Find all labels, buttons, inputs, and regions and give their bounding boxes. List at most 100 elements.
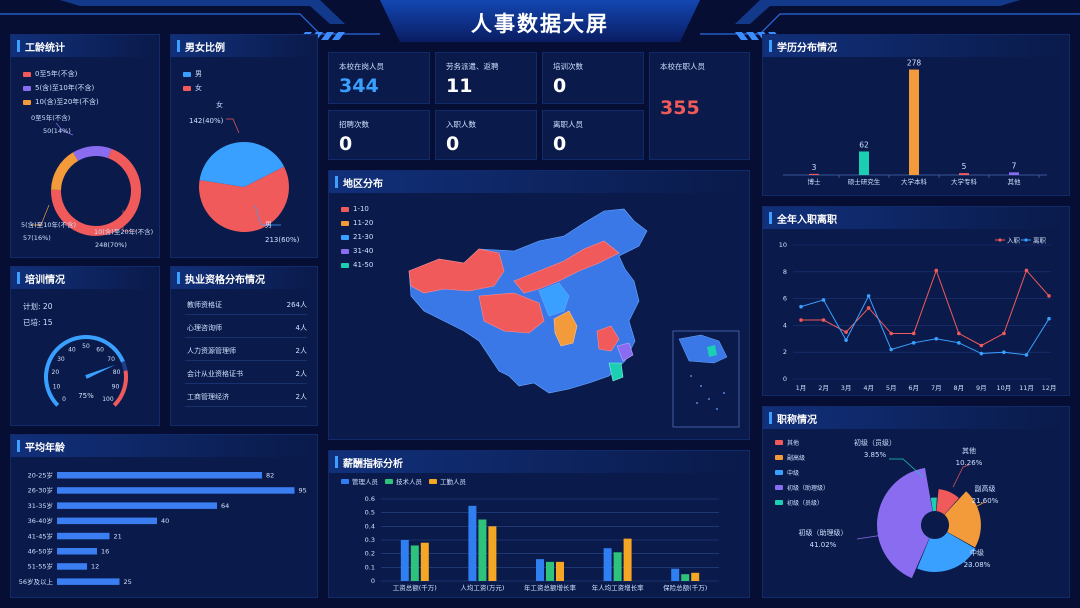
edu-value: 3 bbox=[812, 163, 817, 172]
legend-label[interactable]: 管理人员 bbox=[352, 477, 379, 486]
series-point[interactable] bbox=[799, 318, 803, 322]
series-point[interactable] bbox=[1047, 316, 1051, 321]
pie-slice-male[interactable] bbox=[199, 142, 285, 187]
series-point[interactable] bbox=[866, 306, 871, 310]
age-bar[interactable] bbox=[57, 472, 262, 479]
legend-item[interactable]: 5(含)至10年(不含) bbox=[23, 83, 94, 93]
edu-bar[interactable] bbox=[809, 173, 819, 175]
series-point[interactable] bbox=[889, 347, 893, 352]
series-point[interactable] bbox=[844, 338, 848, 342]
legend-item[interactable]: 10(含)至20年(不含) bbox=[23, 97, 99, 107]
gauge-tick: 0 bbox=[62, 396, 66, 403]
edu-bar[interactable] bbox=[909, 69, 919, 175]
map-region-teal[interactable] bbox=[608, 362, 624, 382]
salary-bar[interactable] bbox=[488, 526, 497, 581]
age-bar[interactable] bbox=[57, 502, 217, 509]
legend-item[interactable]: 1-10 bbox=[341, 205, 369, 213]
series-point[interactable] bbox=[1024, 353, 1029, 357]
pie-slice-female[interactable] bbox=[199, 166, 289, 233]
series-point[interactable] bbox=[1047, 294, 1051, 298]
series-point[interactable] bbox=[934, 337, 939, 341]
legend-item[interactable]: 31-40 bbox=[341, 247, 373, 255]
series-point[interactable] bbox=[934, 268, 939, 273]
map-region-purple[interactable] bbox=[616, 342, 634, 362]
age-bar[interactable] bbox=[57, 563, 87, 570]
salary-bar[interactable] bbox=[468, 505, 477, 581]
rose-slice[interactable] bbox=[944, 491, 981, 548]
map-region-east-red[interactable] bbox=[596, 325, 620, 352]
legend-label[interactable]: 工勤人员 bbox=[440, 477, 467, 486]
rose-slice[interactable] bbox=[936, 489, 959, 515]
salary-bar[interactable] bbox=[691, 572, 700, 581]
map-region-center[interactable] bbox=[538, 282, 570, 317]
series-point[interactable] bbox=[799, 304, 803, 309]
series-point[interactable] bbox=[844, 330, 848, 334]
age-bar[interactable] bbox=[57, 532, 110, 540]
map-region-orange[interactable] bbox=[553, 310, 578, 347]
legend-label[interactable]: 其他 bbox=[787, 439, 799, 447]
edu-bar[interactable] bbox=[959, 173, 969, 175]
rose-slice[interactable] bbox=[917, 532, 976, 573]
legend-item[interactable]: 男 bbox=[183, 69, 202, 79]
series-point[interactable] bbox=[1002, 350, 1006, 354]
salary-bar[interactable] bbox=[400, 540, 409, 581]
china-map[interactable] bbox=[329, 171, 751, 441]
salary-bar[interactable] bbox=[536, 559, 544, 581]
salary-bar[interactable] bbox=[613, 552, 622, 581]
series-point[interactable] bbox=[866, 294, 871, 298]
series-point[interactable] bbox=[957, 341, 961, 345]
legend-item[interactable]: 0至5年(不含) bbox=[23, 69, 77, 79]
rose-slice[interactable] bbox=[877, 467, 933, 579]
rose-slice[interactable] bbox=[930, 497, 937, 512]
series-point[interactable] bbox=[821, 298, 826, 302]
series-point[interactable] bbox=[911, 341, 916, 345]
legend-label[interactable]: 技术人员 bbox=[396, 477, 423, 486]
age-bar[interactable] bbox=[57, 548, 97, 555]
series-point[interactable] bbox=[979, 343, 984, 348]
legend-label[interactable]: 中级 bbox=[787, 469, 799, 477]
salary-bar[interactable] bbox=[671, 568, 680, 581]
legend-label[interactable]: 初级（助理级） bbox=[787, 484, 829, 492]
donut-slice[interactable] bbox=[73, 146, 112, 161]
salary-bar[interactable] bbox=[603, 548, 612, 581]
salary-bar[interactable] bbox=[623, 538, 632, 581]
legend-item[interactable]: 女 bbox=[183, 83, 202, 93]
x-tick: 12月 bbox=[1042, 384, 1057, 392]
edu-bar[interactable] bbox=[859, 151, 869, 175]
map-region-inner-mongolia[interactable] bbox=[513, 240, 620, 294]
cert-row: 工商管理经济 2人 bbox=[185, 385, 307, 407]
legend-item[interactable]: 41-50 bbox=[341, 261, 373, 269]
salary-bar[interactable] bbox=[681, 574, 690, 581]
age-bar[interactable] bbox=[57, 487, 295, 494]
legend-label[interactable]: 离职 bbox=[1033, 236, 1047, 245]
legend-label[interactable]: 副高级 bbox=[787, 454, 805, 462]
legend-label[interactable]: 入职 bbox=[1007, 237, 1021, 245]
salary-bar[interactable] bbox=[546, 561, 554, 581]
map-region-xinjiang[interactable] bbox=[408, 248, 505, 294]
male-label: 男 bbox=[265, 221, 272, 229]
series-point[interactable] bbox=[821, 318, 826, 322]
series-point[interactable] bbox=[911, 331, 916, 336]
salary-bar[interactable] bbox=[410, 545, 419, 581]
age-bar[interactable] bbox=[57, 517, 157, 525]
series-line[interactable] bbox=[801, 268, 1050, 347]
series-point[interactable] bbox=[1024, 268, 1029, 273]
series-point[interactable] bbox=[1002, 331, 1006, 336]
edu-bar[interactable] bbox=[1009, 172, 1019, 175]
cert-name: 工商管理经济 bbox=[187, 393, 229, 401]
salary-bar[interactable] bbox=[478, 519, 487, 582]
series-point[interactable] bbox=[889, 331, 893, 336]
legend-item[interactable]: 11-20 bbox=[341, 219, 373, 227]
series-point[interactable] bbox=[979, 351, 984, 356]
y-tick: 0.4 bbox=[365, 522, 375, 530]
donut-slice[interactable] bbox=[51, 152, 79, 191]
cert-count: 2人 bbox=[295, 347, 307, 355]
series-point[interactable] bbox=[957, 331, 961, 336]
series-line[interactable] bbox=[800, 294, 1050, 356]
age-bar[interactable] bbox=[57, 578, 120, 585]
legend-label[interactable]: 初级（员级） bbox=[787, 499, 823, 507]
legend-item[interactable]: 21-30 bbox=[341, 233, 373, 241]
map-region-tibet[interactable] bbox=[478, 292, 545, 334]
salary-bar[interactable] bbox=[420, 542, 429, 581]
salary-bar[interactable] bbox=[556, 561, 564, 581]
